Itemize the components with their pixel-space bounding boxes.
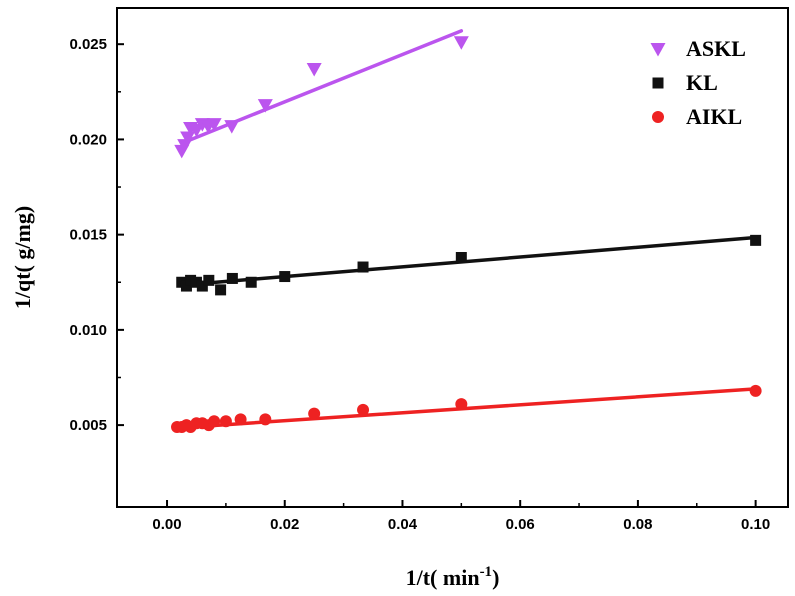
x-tick-label: 0.10 bbox=[741, 516, 770, 533]
data-point-kl bbox=[455, 252, 467, 263]
data-point-askl bbox=[206, 118, 222, 132]
data-point-aikl bbox=[234, 413, 247, 426]
data-point-kl bbox=[226, 272, 238, 284]
data-point-kl bbox=[203, 274, 215, 286]
legend: ASKL KL AIKL bbox=[650, 36, 746, 129]
data-point-aikl bbox=[219, 415, 232, 428]
y-tick-label: 0.010 bbox=[69, 322, 107, 339]
data-point-aikl bbox=[308, 407, 321, 420]
data-point-kl bbox=[245, 276, 257, 288]
x-tick-label: 0.02 bbox=[270, 516, 299, 533]
legend-marker-kl bbox=[652, 77, 664, 89]
data-point-kl bbox=[750, 234, 762, 246]
x-axis-ticks: 0.00 0.02 0.04 0.06 0.08 0.10 bbox=[152, 500, 770, 533]
x-tick-label: 0.08 bbox=[623, 516, 652, 533]
y-axis-ticks: 0.005 0.010 0.015 0.020 0.025 bbox=[69, 36, 124, 434]
fit-line-askl bbox=[179, 29, 464, 145]
legend-marker-askl bbox=[650, 43, 666, 57]
legend-label-askl: ASKL bbox=[686, 36, 746, 61]
data-point-kl bbox=[185, 274, 197, 286]
data-points bbox=[171, 36, 762, 434]
data-point-kl bbox=[190, 276, 202, 288]
data-point-kl bbox=[196, 280, 208, 292]
legend-label-aikl: AIKL bbox=[686, 104, 742, 129]
x-axis-title-main: 1/t( min bbox=[406, 565, 480, 590]
plot-frame bbox=[116, 7, 789, 508]
data-point-aikl bbox=[357, 403, 370, 416]
data-point-askl bbox=[180, 131, 196, 146]
x-tick-label: 0.04 bbox=[388, 516, 418, 533]
x-axis-title-suffix: ) bbox=[492, 565, 499, 590]
data-point-askl bbox=[453, 36, 469, 50]
x-axis-title-superscript: -1 bbox=[480, 564, 493, 580]
y-tick-label: 0.025 bbox=[69, 36, 107, 53]
fit-line-aikl bbox=[175, 387, 758, 430]
y-axis-title: 1/qt( g/mg) bbox=[10, 206, 35, 309]
data-point-kl bbox=[279, 271, 291, 283]
data-point-aikl bbox=[259, 413, 272, 426]
data-point-askl bbox=[306, 62, 322, 77]
data-point-kl bbox=[215, 284, 227, 296]
data-point-aikl bbox=[455, 398, 468, 411]
legend-label-kl: KL bbox=[686, 70, 718, 95]
data-point-askl bbox=[224, 120, 240, 134]
fit-lines bbox=[175, 29, 758, 430]
data-point-kl bbox=[180, 280, 192, 292]
x-tick-label: 0.00 bbox=[152, 516, 181, 533]
y-tick-label: 0.005 bbox=[69, 417, 107, 434]
y-tick-label: 0.015 bbox=[69, 227, 107, 244]
legend-marker-aikl bbox=[652, 111, 664, 123]
data-point-askl bbox=[257, 99, 273, 113]
data-point-aikl bbox=[749, 384, 762, 397]
data-point-aikl bbox=[208, 415, 221, 428]
fit-line-kl bbox=[179, 235, 758, 287]
data-point-kl bbox=[357, 261, 369, 273]
x-tick-label: 0.06 bbox=[506, 516, 535, 533]
x-axis-title: 1/t( min-1) bbox=[406, 564, 500, 590]
y-tick-label: 0.020 bbox=[69, 131, 107, 148]
